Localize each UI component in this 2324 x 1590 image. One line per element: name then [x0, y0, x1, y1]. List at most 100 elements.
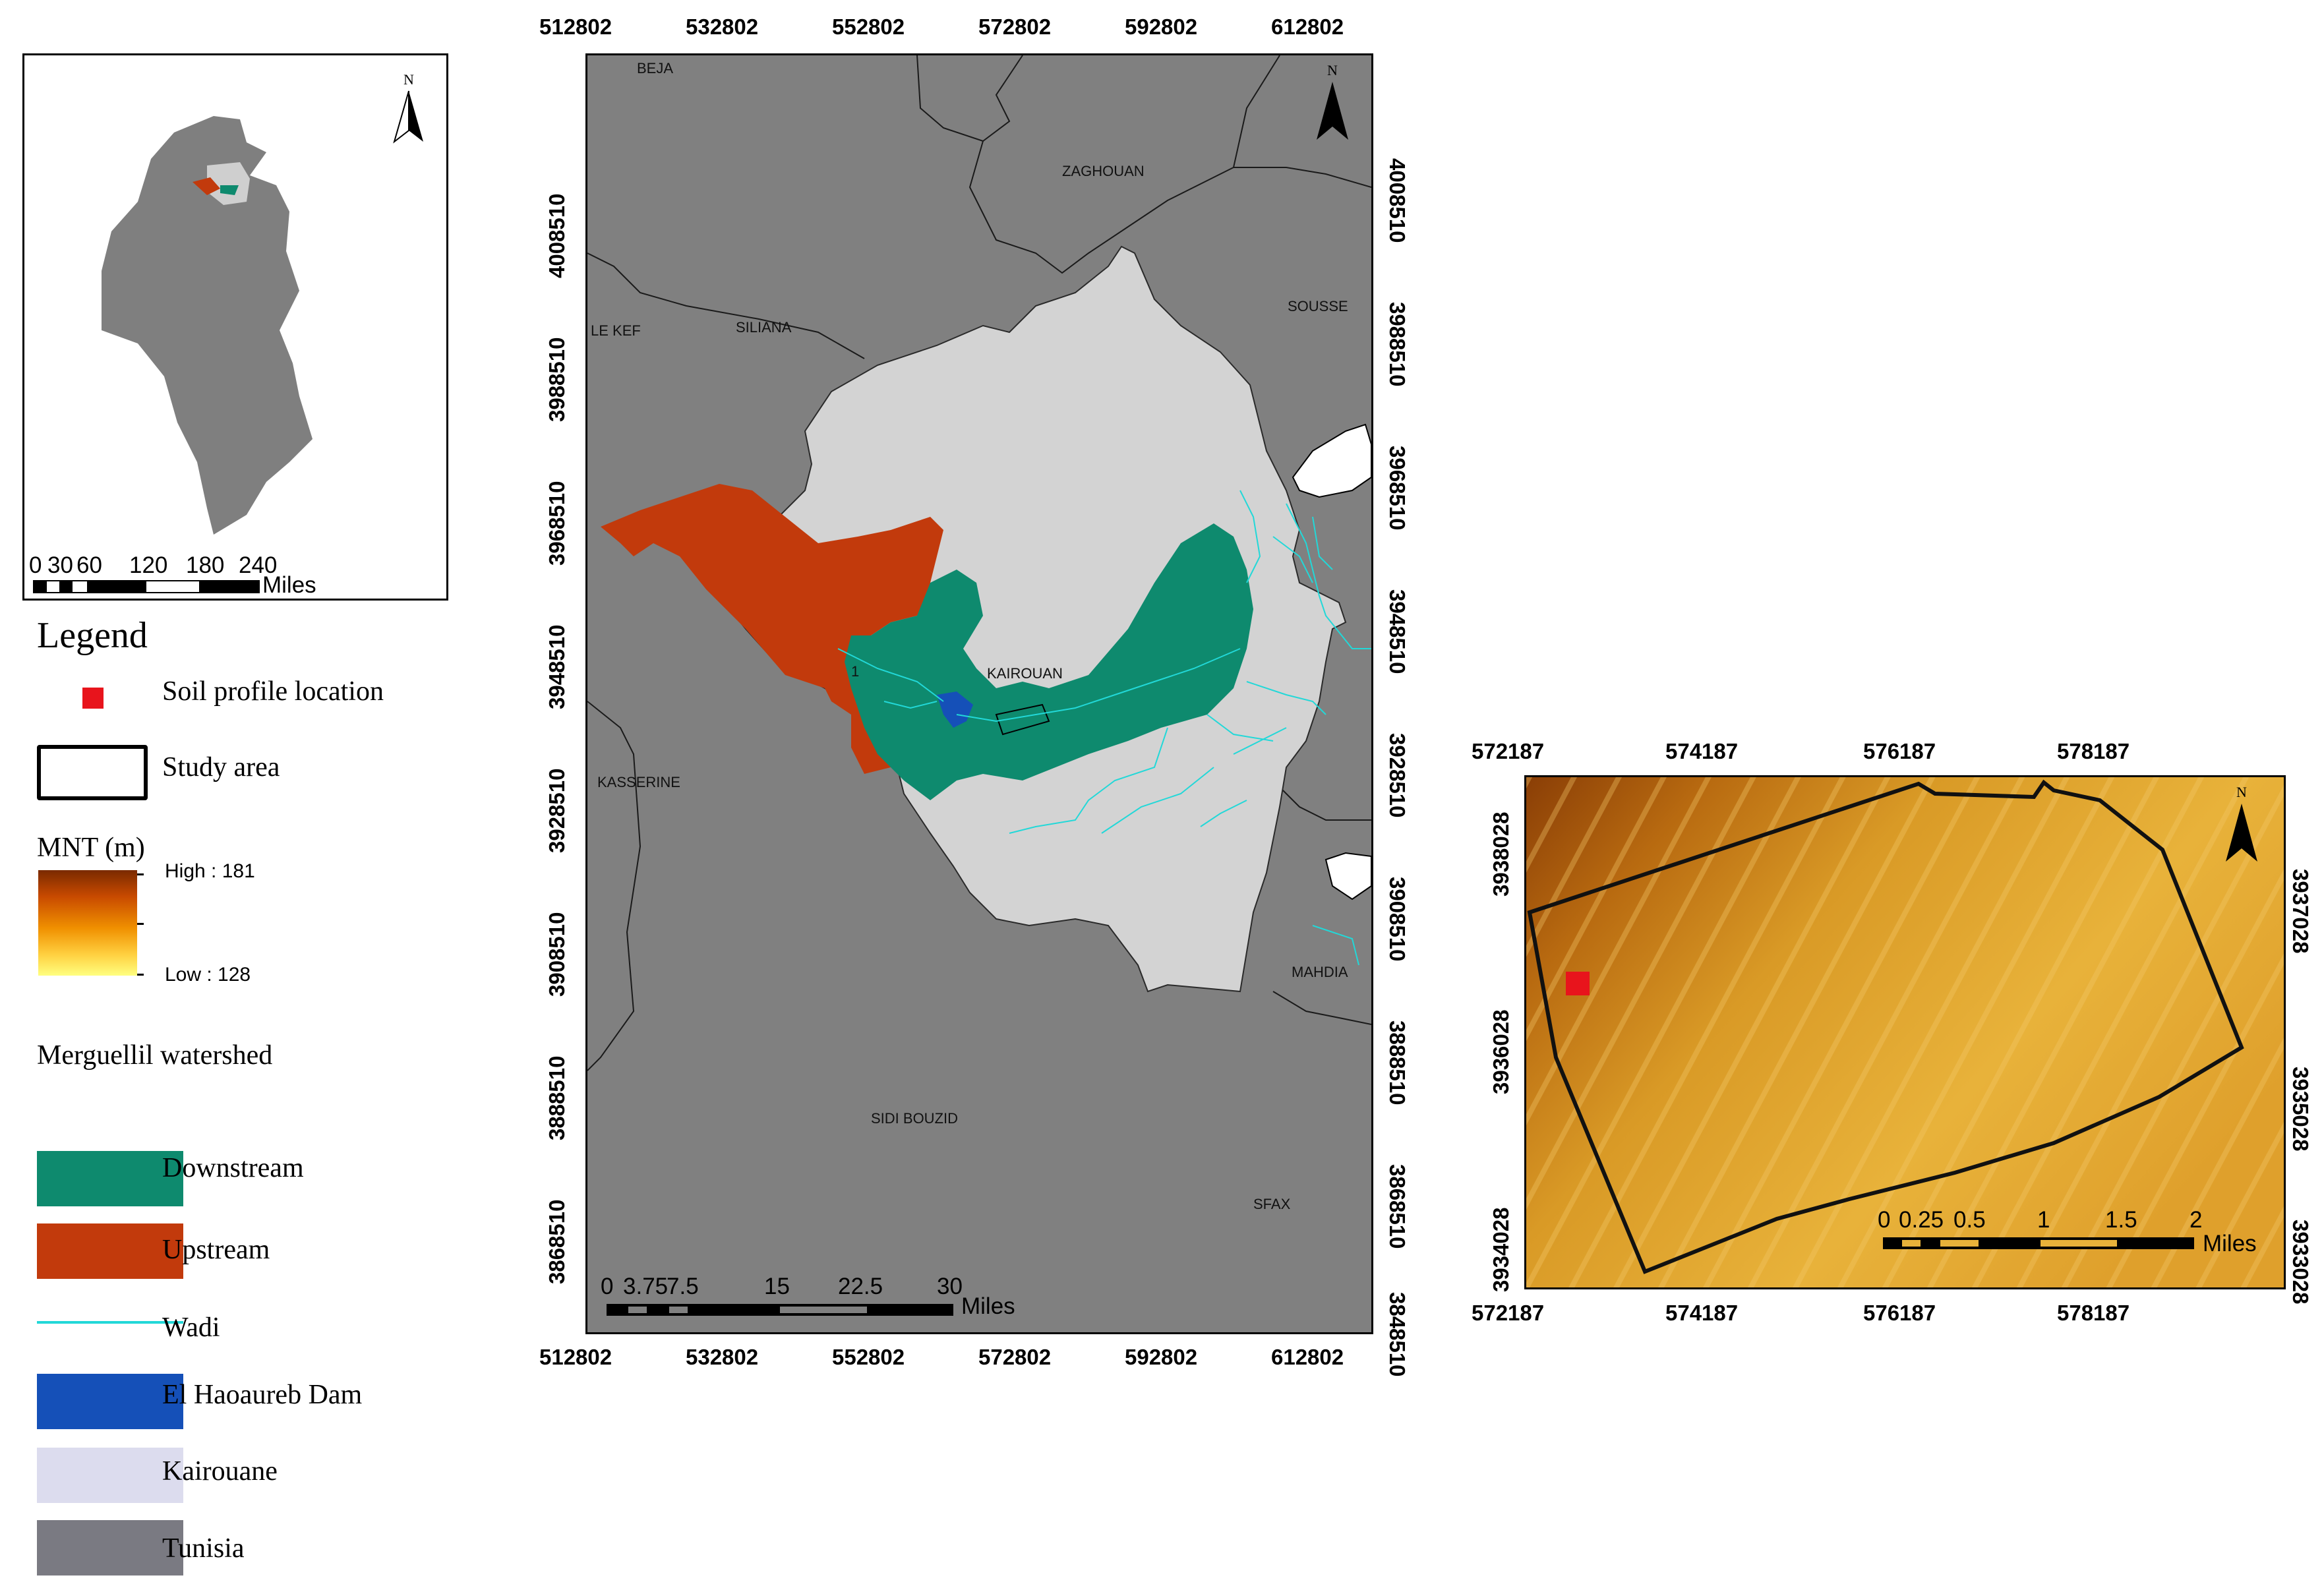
place-le-kef: LE KEF — [591, 322, 641, 339]
study-x-top-tick: 578187 — [2057, 739, 2130, 763]
study-north-arrow-icon: N — [2226, 784, 2257, 862]
study-scale-15: 1.5 — [2105, 1207, 2137, 1233]
study-x-top-tick: 574187 — [1665, 739, 1739, 763]
study-y-right-tick: 3937028 — [2288, 869, 2313, 954]
main-scale-0: 0 — [601, 1274, 614, 1299]
legend-wadi: Wadi — [162, 1312, 220, 1343]
main-north-label: N — [1327, 62, 1338, 78]
inset-scale-unit: Miles — [262, 572, 316, 598]
main-map-drawing — [587, 55, 1371, 1071]
tunisia-shape — [102, 116, 313, 535]
main-y-right-tick: 3908510 — [1385, 877, 1410, 962]
legend-title: Legend — [37, 615, 148, 656]
main-x-bottom-tick: 572802 — [978, 1345, 1052, 1369]
inset-scale-bar — [33, 580, 260, 593]
main-x-top-tick: 612802 — [1271, 15, 1344, 39]
study-scale-1: 1 — [2037, 1207, 2050, 1233]
main-y-left-tick: 3888510 — [545, 1055, 569, 1140]
place-zaghouan: ZAGHOUAN — [1062, 163, 1145, 179]
wadi-swatch — [37, 1321, 183, 1324]
main-scale-22: 22.5 — [838, 1274, 883, 1299]
main-x-top-tick: 512802 — [539, 15, 612, 39]
legend-mnt-high: High : 181 — [165, 860, 255, 882]
main-x-top-tick: 592802 — [1125, 15, 1198, 39]
legend-downstream: Downstream — [162, 1153, 304, 1183]
main-y-right-tick: 3888510 — [1385, 1020, 1410, 1105]
main-x-top-tick: 572802 — [978, 15, 1052, 39]
place-siliana: SILIANA — [736, 319, 792, 336]
main-x-top-tick: 552802 — [832, 15, 905, 39]
study-north-label: N — [2236, 784, 2247, 800]
mnt-tick-low — [137, 974, 144, 976]
mnt-tick-mid — [137, 923, 144, 925]
wadi-lines — [837, 490, 1371, 966]
main-y-right-tick: 3928510 — [1385, 733, 1410, 818]
study-area-drawing — [1526, 777, 2284, 1287]
study-y-right-tick: 3935028 — [2288, 1067, 2313, 1152]
lake-1 — [1292, 423, 1371, 498]
main-map: BEJA ZAGHOUAN SOUSSE LE KEF SILIANA KAIR… — [585, 53, 1373, 1334]
main-north-arrow-icon: N — [1317, 62, 1348, 140]
kairouane-swatch — [37, 1448, 183, 1503]
legend-soil-profile: Soil profile location — [162, 676, 384, 707]
place-mahdia: MAHDIA — [1292, 964, 1348, 980]
main-y-right-tick: 3868510 — [1385, 1164, 1410, 1249]
soil-profile-swatch — [82, 688, 104, 709]
inset-scale-0: 0 — [29, 552, 42, 578]
main-scale-unit: Miles — [961, 1293, 1015, 1319]
study-x-bottom-tick: 578187 — [2057, 1301, 2130, 1325]
main-y-right-tick: 3948510 — [1385, 589, 1410, 674]
study-scale-2: 2 — [2190, 1207, 2203, 1233]
main-y-left-tick: 3868510 — [545, 1199, 569, 1284]
place-kasserine: KASSERINE — [597, 774, 680, 790]
governorate-boundaries — [587, 55, 1371, 1071]
inset-north-label: N — [403, 73, 414, 88]
main-y-left-tick: 3988510 — [545, 337, 569, 422]
main-x-bottom-tick: 512802 — [539, 1345, 612, 1369]
main-y-left-tick: 3908510 — [545, 912, 569, 997]
lake-2 — [1325, 852, 1371, 900]
legend-kairouane: Kairouane — [162, 1456, 278, 1487]
mnt-gradient-swatch — [38, 870, 137, 976]
inset-scale-120: 120 — [129, 552, 168, 578]
place-sousse: SOUSSE — [1288, 298, 1348, 314]
legend-tunisia: Tunisia — [162, 1533, 245, 1564]
legend-watershed-title: Merguellil watershed — [37, 1040, 273, 1071]
study-scale-bar — [1883, 1237, 2194, 1249]
legend-dam: El Haoaureb Dam — [162, 1380, 363, 1410]
downstream-inset — [220, 185, 239, 195]
study-y-left-tick: 3934028 — [1489, 1207, 1513, 1292]
study-scale-05: 0.5 — [1953, 1207, 1986, 1233]
study-x-bottom-tick: 574187 — [1665, 1301, 1739, 1325]
legend-mnt-low: Low : 128 — [165, 964, 251, 986]
inset-scale-60: 60 — [76, 552, 102, 578]
dam-swatch — [37, 1374, 183, 1429]
downstream-swatch — [37, 1151, 183, 1206]
study-scale-unit: Miles — [2203, 1231, 2257, 1256]
upstream-swatch — [37, 1223, 183, 1279]
place-kairouan: KAIROUAN — [987, 665, 1063, 682]
main-scale-3: 3.75 — [623, 1274, 669, 1299]
main-x-bottom-tick: 612802 — [1271, 1345, 1344, 1369]
place-label-1: 1 — [851, 663, 860, 680]
downstream-region — [845, 523, 1253, 800]
study-x-bottom-tick: 572187 — [1472, 1301, 1545, 1325]
study-x-top-tick: 576187 — [1863, 739, 1936, 763]
study-area-boundary — [1527, 779, 2244, 1274]
study-y-left-tick: 3938028 — [1489, 811, 1513, 897]
soil-profile-marker — [1566, 972, 1590, 995]
main-y-left-tick: 3968510 — [545, 481, 569, 566]
place-beja: BEJA — [637, 60, 674, 76]
main-x-bottom-tick: 552802 — [832, 1345, 905, 1369]
inset-map-drawing — [102, 116, 313, 535]
place-sfax: SFAX — [1253, 1196, 1291, 1212]
mnt-tick-high — [137, 873, 144, 875]
upstream-inset — [193, 177, 220, 195]
main-y-left-tick: 3928510 — [545, 768, 569, 853]
main-scale-7: 7.5 — [667, 1274, 699, 1299]
main-y-right-tick: 3848510 — [1385, 1292, 1410, 1377]
study-y-left-tick: 3936028 — [1489, 1009, 1513, 1094]
main-scale-15: 15 — [764, 1274, 790, 1299]
place-sidi-bouzid: SIDI BOUZID — [871, 1110, 959, 1127]
main-y-left-tick: 3948510 — [545, 624, 569, 709]
